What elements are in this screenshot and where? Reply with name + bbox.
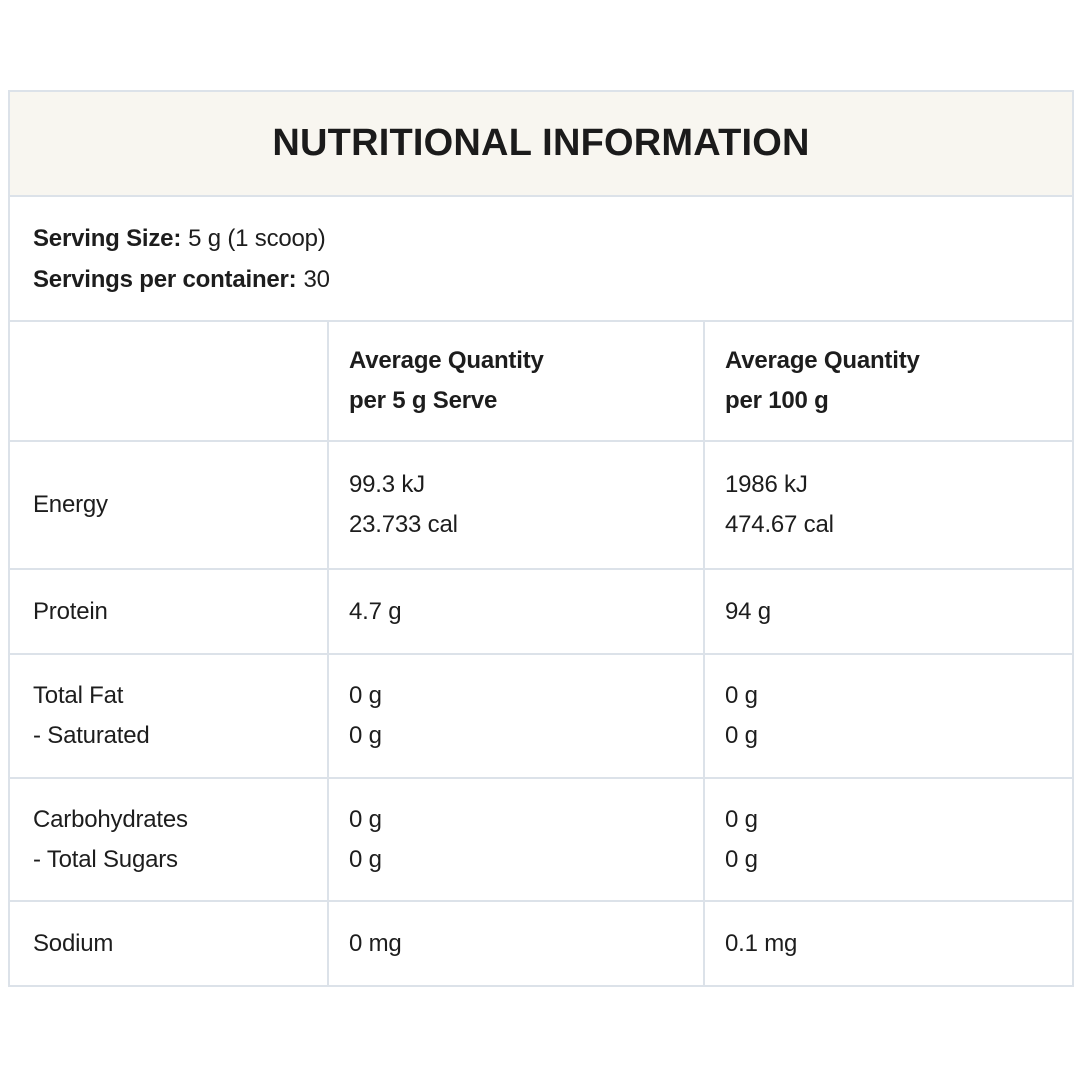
cell-per-100g: 1986 kJ 474.67 cal — [702, 440, 1075, 570]
column-header-row: Average Quantity per 5 g Serve Average Q… — [8, 320, 1075, 442]
cell-label: Energy — [8, 440, 329, 570]
serving-size-label: Serving Size: — [33, 224, 182, 252]
title-band: NUTRITIONAL INFORMATION — [7, 90, 1075, 197]
table-row-energy: Energy 99.3 kJ 23.733 cal 1986 kJ 474.67… — [8, 440, 1075, 570]
cell-per-100g: 0 g 0 g — [702, 777, 1075, 902]
cell-per-serve: 4.7 g — [327, 568, 705, 655]
cell-label: Total Fat - Saturated — [8, 653, 329, 779]
cell-per-serve: 0 g 0 g — [327, 777, 705, 902]
serving-size-line: Serving Size: 5 g (1 scoop) — [33, 218, 1071, 259]
cell-label: Protein — [8, 568, 329, 655]
column-header-per-serve-line2: per 5 g Serve — [349, 387, 498, 414]
serving-size-value: 5 g (1 scoop) — [188, 224, 326, 252]
cell-per-100g: 0 g 0 g — [702, 653, 1075, 779]
nutrition-table: NUTRITIONAL INFORMATION Serving Size: 5 g… — [7, 90, 1075, 987]
column-header-per-100g-line2: per 100 g — [725, 387, 829, 414]
cell-per-100g: 0.1 mg — [702, 900, 1075, 987]
table-row-total-fat: Total Fat - Saturated 0 g 0 g 0 g 0 g — [8, 653, 1075, 779]
cell-per-serve: 0 mg — [327, 900, 705, 987]
column-header-per-serve-line1: Average Quantity — [349, 347, 544, 374]
column-header-blank — [8, 320, 329, 442]
column-header-per-100g: Average Quantity per 100 g — [702, 320, 1075, 442]
table-row-protein: Protein 4.7 g 94 g — [8, 568, 1075, 655]
page-title: NUTRITIONAL INFORMATION — [272, 122, 810, 164]
cell-label: Sodium — [8, 900, 329, 987]
servings-per-container-line: Servings per container: 30 — [33, 259, 1071, 300]
column-header-per-100g-line1: Average Quantity — [725, 347, 920, 374]
cell-per-serve: 0 g 0 g — [327, 653, 705, 779]
column-header-per-serve: Average Quantity per 5 g Serve — [327, 320, 705, 442]
table-row-sodium: Sodium 0 mg 0.1 mg — [8, 900, 1075, 987]
cell-per-serve: 99.3 kJ 23.733 cal — [327, 440, 705, 570]
serving-info: Serving Size: 5 g (1 scoop) Servings per … — [7, 195, 1075, 322]
servings-per-container-label: Servings per container: — [33, 265, 297, 293]
cell-per-100g: 94 g — [702, 568, 1075, 655]
cell-label: Carbohydrates - Total Sugars — [8, 777, 329, 902]
serving-info-row: Serving Size: 5 g (1 scoop) Servings per … — [7, 195, 1075, 322]
title-row: NUTRITIONAL INFORMATION — [7, 90, 1075, 197]
table-row-carbohydrates: Carbohydrates - Total Sugars 0 g 0 g 0 g… — [8, 777, 1075, 902]
servings-per-container-value: 30 — [303, 265, 330, 293]
